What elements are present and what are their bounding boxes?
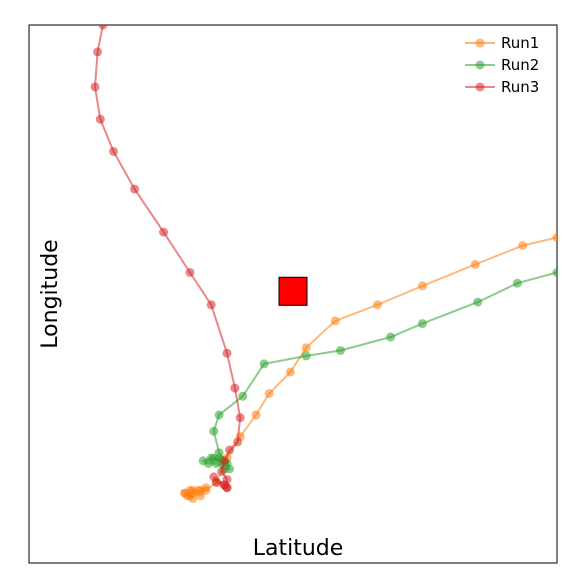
legend-marker-run2 [475, 60, 485, 70]
data-point-run3 [93, 47, 103, 57]
data-point-run3 [206, 300, 216, 310]
data-point-run1 [373, 300, 382, 310]
data-point-run3 [185, 268, 195, 277]
data-point-run3 [222, 348, 232, 358]
data-point-run3 [230, 383, 240, 393]
data-point-run1 [417, 281, 427, 291]
data-point-run1 [180, 488, 190, 498]
data-point-run1 [188, 485, 198, 495]
data-point-run2 [336, 346, 345, 355]
legend-label-run3: Run3 [501, 78, 539, 96]
legend-label-run2: Run2 [501, 56, 539, 74]
x-axis-label: Latitude [253, 536, 344, 561]
data-point-run1 [518, 241, 528, 251]
data-point-run3 [235, 413, 245, 423]
legend-marker-run1 [475, 38, 485, 48]
series-run2 [198, 268, 557, 474]
y-axis-label: Longitude [38, 239, 63, 348]
legend-item-run2: Run2 [465, 56, 539, 74]
data-point-run3 [225, 445, 235, 455]
data-point-run2 [417, 319, 427, 329]
data-point-run3 [217, 467, 227, 476]
data-point-run1 [251, 410, 261, 420]
data-point-run3 [109, 146, 118, 156]
data-point-run3 [222, 483, 232, 493]
data-point-run2 [512, 278, 522, 288]
legend-item-run1: Run1 [465, 34, 539, 52]
data-point-run1 [552, 233, 557, 242]
data-point-run3 [98, 25, 108, 30]
data-point-run3 [95, 114, 105, 124]
data-point-run2 [386, 332, 396, 342]
legend-marker-run3 [475, 82, 485, 92]
legend: Run1 Run2 Run3 [465, 34, 539, 96]
series-run1 [180, 233, 557, 503]
data-point-run1 [301, 343, 311, 353]
data-point-run3 [159, 227, 169, 237]
data-point-run2 [209, 453, 219, 463]
data-point-run3 [90, 82, 100, 92]
data-point-run1 [330, 316, 340, 326]
series-layer [90, 25, 557, 503]
data-point-run3 [219, 456, 229, 466]
data-point-run1 [264, 389, 274, 398]
data-point-run2 [214, 410, 224, 420]
data-point-run1 [201, 483, 211, 493]
data-point-run2 [209, 426, 219, 436]
data-point-run2 [198, 456, 208, 466]
legend-label-run1: Run1 [501, 34, 539, 52]
legend-item-run3: Run3 [465, 78, 539, 96]
data-point-run2 [552, 268, 557, 277]
data-point-run2 [238, 391, 248, 401]
data-point-run3 [130, 184, 140, 194]
data-point-run3 [233, 437, 243, 447]
series-run3 [90, 25, 245, 493]
data-point-run2 [301, 351, 311, 361]
data-point-run1 [285, 367, 295, 377]
red-square-marker [278, 276, 308, 306]
data-point-run2 [473, 297, 483, 307]
data-point-run3 [209, 472, 219, 482]
data-point-run1 [470, 259, 480, 269]
data-point-run2 [259, 359, 269, 369]
